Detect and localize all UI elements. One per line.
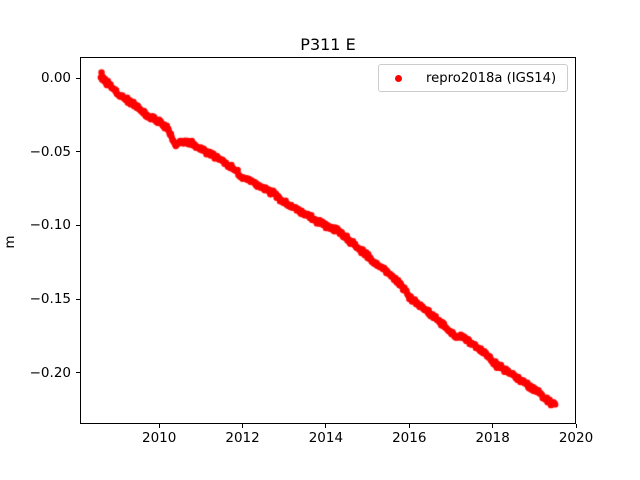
y-tick-label-−0.20: −0.20 bbox=[29, 364, 71, 381]
y-tick-label-−0.15: −0.15 bbox=[29, 291, 71, 308]
y-tick-−0.15 bbox=[76, 298, 80, 300]
y-tick-0.00 bbox=[76, 77, 80, 79]
legend-label: repro2018a (IGS14) bbox=[426, 70, 557, 86]
x-tick-2012 bbox=[242, 424, 244, 428]
x-tick-label-2018: 2018 bbox=[475, 430, 510, 446]
x-tick-2010 bbox=[158, 424, 160, 428]
y-tick-−0.05 bbox=[76, 151, 80, 153]
y-tick-label-0.00: 0.00 bbox=[40, 70, 71, 87]
y-tick-label-−0.10: −0.10 bbox=[29, 217, 71, 234]
y-tick-−0.20 bbox=[76, 372, 80, 374]
y-tick-−0.10 bbox=[76, 224, 80, 226]
y-tick-label-−0.05: −0.05 bbox=[29, 143, 71, 160]
x-tick-label-2010: 2010 bbox=[142, 430, 177, 446]
x-tick-label-2020: 2020 bbox=[558, 430, 594, 446]
x-tick-label-2014: 2014 bbox=[308, 430, 344, 446]
x-tick-2016 bbox=[408, 424, 410, 428]
legend: repro2018a (IGS14) bbox=[378, 64, 568, 92]
x-tick-2014 bbox=[325, 424, 327, 428]
x-tick-2018 bbox=[492, 424, 494, 428]
x-tick-label-2016: 2016 bbox=[392, 430, 427, 446]
x-tick-2020 bbox=[575, 424, 577, 428]
legend-marker-icon bbox=[395, 74, 402, 82]
x-tick-label-2012: 2012 bbox=[225, 430, 260, 446]
